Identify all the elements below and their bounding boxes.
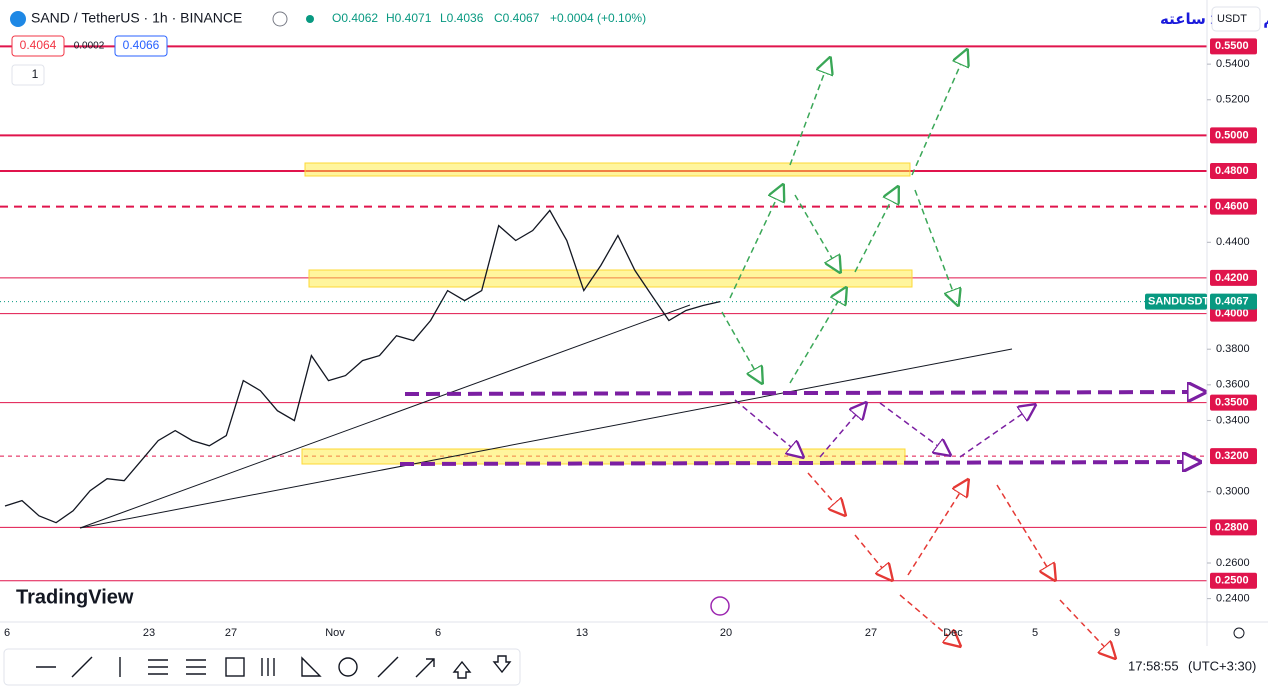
level-label-box bbox=[1210, 519, 1257, 536]
symbol-icon bbox=[10, 11, 26, 27]
currency: USDT bbox=[1217, 13, 1247, 25]
trendline bbox=[79, 348, 1013, 529]
settings-icon[interactable] bbox=[1233, 627, 1245, 639]
level-label-box bbox=[1210, 127, 1257, 144]
zone bbox=[304, 162, 911, 177]
tool[interactable] bbox=[338, 657, 358, 677]
level-label: 0.4000 bbox=[1215, 307, 1249, 319]
x-tick-label: 27 bbox=[225, 627, 237, 639]
x-tick-label: Nov bbox=[325, 627, 345, 639]
timezone: (UTC+3:30) bbox=[1188, 658, 1256, 673]
level-label: 0.2800 bbox=[1215, 521, 1249, 533]
level-label-box bbox=[1210, 269, 1257, 286]
y-tick-label: 0.2600 bbox=[1216, 557, 1250, 569]
y-tick-label: 0.4400 bbox=[1216, 236, 1250, 248]
x-tick-label: 5 bbox=[1032, 627, 1038, 639]
price-line bbox=[4, 209, 721, 524]
spread: 0.0002 bbox=[74, 41, 105, 52]
y-tick-label: 0.3000 bbox=[1216, 486, 1250, 498]
status-dot bbox=[306, 15, 314, 23]
last-price-label: 0.4067 bbox=[1215, 296, 1249, 308]
level-label: 0.3200 bbox=[1215, 450, 1249, 462]
tool[interactable] bbox=[148, 659, 168, 675]
level-label: 0.4200 bbox=[1215, 272, 1249, 284]
level-label-box bbox=[1210, 163, 1257, 180]
x-tick-label: 6 bbox=[4, 627, 10, 639]
level-label: 0.2500 bbox=[1215, 575, 1249, 587]
eye-icon[interactable] bbox=[272, 11, 288, 27]
level-label-box bbox=[1210, 38, 1257, 55]
change: +0.0004 (+0.10%) bbox=[550, 11, 646, 25]
bid: 0.4064 bbox=[20, 38, 57, 52]
x-tick-label: Dec bbox=[943, 627, 963, 639]
level-label: 0.5500 bbox=[1215, 40, 1249, 52]
y-tick-label: 0.3800 bbox=[1216, 343, 1250, 355]
x-tick-label: 23 bbox=[143, 627, 155, 639]
tool[interactable] bbox=[492, 655, 512, 674]
close: C0.4067 bbox=[494, 11, 540, 25]
bid-box[interactable] bbox=[11, 35, 65, 57]
last-price-name: SANDUSDT bbox=[1148, 296, 1209, 308]
symbol[interactable]: SAND / TetherUS · 1h · BINANCE bbox=[31, 10, 242, 26]
tool[interactable] bbox=[415, 658, 435, 678]
high: H0.4071 bbox=[386, 11, 432, 25]
x-axis: 6 23 27 Nov 6 13 20 27 Dec 5 9 bbox=[4, 627, 1120, 639]
bear-scenario bbox=[807, 472, 1115, 658]
trendline bbox=[79, 304, 691, 529]
tool[interactable] bbox=[71, 656, 93, 678]
tool[interactable] bbox=[301, 656, 322, 677]
tool[interactable] bbox=[261, 658, 275, 676]
event-icon[interactable] bbox=[710, 596, 730, 616]
x-tick-label: 9 bbox=[1114, 627, 1120, 639]
ask: 0.4066 bbox=[123, 38, 160, 52]
zone bbox=[308, 269, 913, 288]
y-tick-label: 0.3400 bbox=[1216, 414, 1250, 426]
level-label-box bbox=[1210, 448, 1257, 465]
level-label-box bbox=[1210, 198, 1257, 215]
currency-button[interactable] bbox=[1211, 6, 1261, 32]
tool[interactable] bbox=[377, 656, 399, 678]
last-price-name-box bbox=[1145, 293, 1207, 310]
range-scenario bbox=[399, 392, 1205, 464]
open: O0.4062 bbox=[332, 11, 378, 25]
price-layer bbox=[4, 209, 721, 524]
zone bbox=[301, 448, 906, 465]
y-tick-label: 0.5400 bbox=[1216, 58, 1250, 70]
level-label-box bbox=[1210, 572, 1257, 589]
tool[interactable] bbox=[186, 659, 206, 675]
x-tick-label: 20 bbox=[720, 627, 732, 639]
brand: TradingView bbox=[16, 586, 134, 608]
tools bbox=[36, 655, 512, 679]
x-tick-label: 13 bbox=[576, 627, 588, 639]
last-price-box bbox=[1210, 293, 1257, 310]
y-tick-label: 0.2400 bbox=[1216, 593, 1250, 605]
y-axis: 0.2400 0.2600 0.3000 0.3400 0.3600 0.3800 0.44… bbox=[0, 38, 1257, 605]
level-label: 0.4800 bbox=[1215, 165, 1249, 177]
x-tick-label: 27 bbox=[865, 627, 877, 639]
level-label-box bbox=[1210, 394, 1257, 411]
y-tick-label: 0.3600 bbox=[1216, 379, 1250, 391]
level-label: 0.3500 bbox=[1215, 397, 1249, 409]
y-tick-label: 0.5200 bbox=[1216, 94, 1250, 106]
level-label: 0.5000 bbox=[1215, 129, 1249, 141]
level-label: 0.4600 bbox=[1215, 201, 1249, 213]
clock: 17:58:55 bbox=[1128, 658, 1179, 673]
low: L0.4036 bbox=[440, 11, 484, 25]
indicator-toggle[interactable] bbox=[11, 64, 45, 86]
bull-scenario bbox=[721, 50, 967, 383]
tool[interactable] bbox=[225, 657, 245, 677]
tool[interactable] bbox=[452, 660, 472, 679]
x-tick-label: 6 bbox=[435, 627, 441, 639]
ask-box[interactable] bbox=[114, 35, 168, 57]
indicator-count: 1 bbox=[32, 67, 39, 81]
